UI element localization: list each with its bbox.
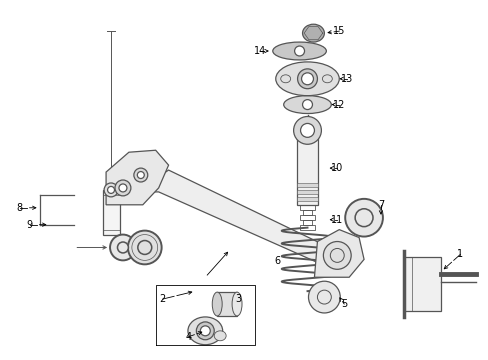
Bar <box>296 130 318 205</box>
Text: 14: 14 <box>253 46 265 56</box>
Circle shape <box>345 199 382 237</box>
Circle shape <box>300 123 314 137</box>
Polygon shape <box>141 170 346 275</box>
Circle shape <box>293 117 321 144</box>
Bar <box>103 190 120 235</box>
Circle shape <box>308 281 340 313</box>
Ellipse shape <box>214 331 225 341</box>
Text: 10: 10 <box>330 163 343 173</box>
Circle shape <box>110 235 136 260</box>
Text: 7: 7 <box>377 200 383 210</box>
Circle shape <box>294 46 304 56</box>
Circle shape <box>104 183 118 197</box>
Ellipse shape <box>212 292 222 316</box>
Circle shape <box>137 172 144 179</box>
Bar <box>299 225 315 230</box>
Bar <box>302 220 312 225</box>
Circle shape <box>200 326 210 336</box>
Text: 9: 9 <box>26 220 33 230</box>
Circle shape <box>302 100 312 109</box>
Circle shape <box>354 209 372 227</box>
Ellipse shape <box>280 75 290 83</box>
Circle shape <box>117 242 128 253</box>
Circle shape <box>317 290 331 304</box>
Circle shape <box>119 184 127 192</box>
Ellipse shape <box>187 317 222 345</box>
Circle shape <box>128 231 162 264</box>
Bar <box>403 257 441 311</box>
Text: 12: 12 <box>332 100 345 109</box>
Polygon shape <box>314 230 364 277</box>
Circle shape <box>196 322 214 340</box>
Circle shape <box>134 168 147 182</box>
Text: 2: 2 <box>159 294 165 304</box>
Ellipse shape <box>275 62 339 96</box>
Bar <box>302 210 312 215</box>
Circle shape <box>297 69 317 89</box>
Circle shape <box>301 73 313 85</box>
Circle shape <box>138 240 151 255</box>
Bar <box>299 205 315 210</box>
Text: 13: 13 <box>340 74 353 84</box>
Text: 1: 1 <box>456 249 463 260</box>
Text: 4: 4 <box>185 332 191 342</box>
Bar <box>296 190 318 194</box>
Circle shape <box>323 242 350 269</box>
Text: 6: 6 <box>274 256 280 266</box>
Bar <box>217 292 237 316</box>
Text: 15: 15 <box>332 26 345 36</box>
Ellipse shape <box>283 96 331 113</box>
Bar <box>299 215 315 220</box>
Circle shape <box>107 186 114 193</box>
Text: 11: 11 <box>330 215 343 225</box>
Circle shape <box>330 248 344 262</box>
Ellipse shape <box>322 75 332 83</box>
Ellipse shape <box>272 42 325 60</box>
Text: 3: 3 <box>235 294 241 304</box>
Ellipse shape <box>302 24 324 42</box>
Polygon shape <box>106 150 168 205</box>
Text: 5: 5 <box>341 299 346 309</box>
Ellipse shape <box>232 292 242 316</box>
Bar <box>296 197 318 201</box>
Bar <box>296 183 318 187</box>
Text: 8: 8 <box>17 203 23 213</box>
Circle shape <box>115 180 131 196</box>
